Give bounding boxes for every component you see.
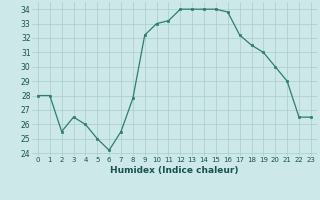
X-axis label: Humidex (Indice chaleur): Humidex (Indice chaleur) xyxy=(110,166,239,175)
